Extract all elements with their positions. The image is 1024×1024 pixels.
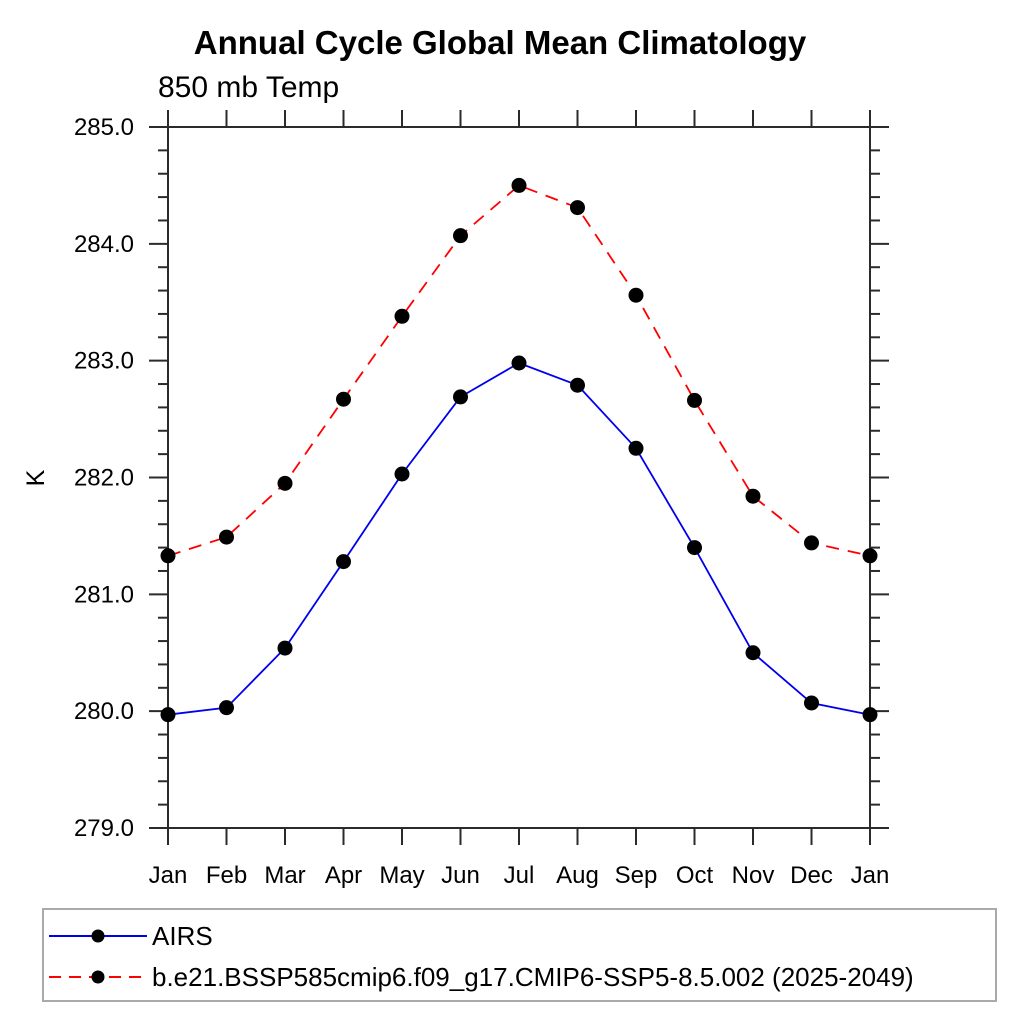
legend-label-airs: AIRS (152, 920, 213, 951)
y-tick-label: 282.0 (74, 465, 134, 492)
legend-label-model: b.e21.BSSP585cmip6.f09_g17.CMIP6-SSP5-8.… (152, 961, 914, 992)
legend-swatch-model (49, 970, 147, 984)
series-0-markers (160, 355, 878, 723)
x-tick-label: Apr (325, 862, 362, 889)
x-tick-label: Mar (264, 862, 305, 889)
y-tick-label: 279.0 (74, 815, 134, 842)
x-tick-label: Jul (504, 862, 535, 889)
chart-title: Annual Cycle Global Mean Climatology (193, 24, 807, 61)
series-1-line (167, 184, 871, 557)
legend-box: AIRS b.e21.BSSP585cmip6.f09_g17.CMIP6-SS… (42, 908, 997, 1002)
x-tick-label: Feb (206, 862, 247, 889)
y-tick-label: 280.0 (74, 698, 134, 725)
legend-marker-dot (91, 929, 105, 943)
y-tick-label: 281.0 (74, 581, 134, 608)
legend-row: AIRS (47, 921, 213, 951)
x-tick-label: Jan (851, 862, 890, 889)
y-tick-label: 283.0 (74, 348, 134, 375)
legend-swatch-airs (49, 929, 147, 943)
x-axis-ticks (167, 110, 871, 845)
series-1-markers (160, 177, 878, 564)
x-tick-label: Oct (676, 862, 714, 889)
chart-subtitle: 850 mb Temp (158, 71, 340, 104)
y-axis-ticks (149, 126, 889, 829)
x-tick-label: Aug (556, 862, 599, 889)
x-tick-label: Jun (441, 862, 480, 889)
series-0-line (167, 362, 871, 716)
axes (167, 126, 871, 829)
y-tick-label: 284.0 (74, 231, 134, 258)
x-tick-label: May (379, 862, 424, 889)
y-tick-labels: 279.0 280.0 281.0 282.0 283.0 284.0 285.0 (74, 114, 134, 842)
x-tick-label: Sep (615, 862, 658, 889)
x-tick-labels: Jan Feb Mar Apr May Jun Jul Aug Sep Oct Nov Dec Jan (149, 862, 890, 889)
legend-marker-dot (91, 970, 105, 984)
x-tick-label: Nov (732, 862, 775, 889)
legend-row: b.e21.BSSP585cmip6.f09_g17.CMIP6-SSP5-8.… (47, 962, 914, 992)
x-tick-label: Jan (149, 862, 188, 889)
y-tick-label: 285.0 (74, 114, 134, 141)
x-tick-label: Dec (790, 862, 833, 889)
